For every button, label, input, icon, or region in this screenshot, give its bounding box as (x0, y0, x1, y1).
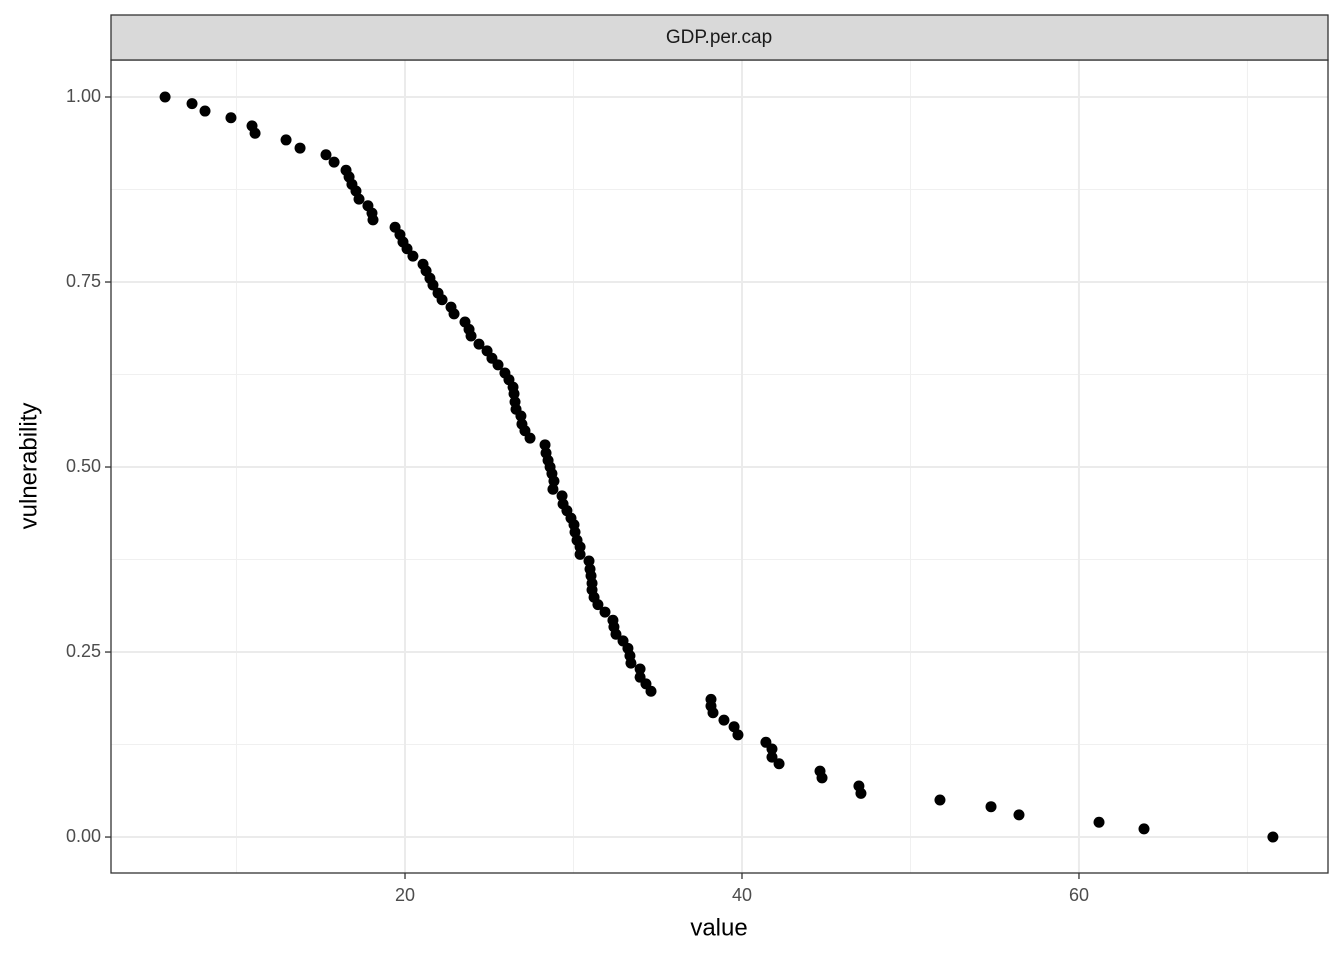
point (280, 134, 292, 146)
point (320, 149, 332, 161)
point (473, 338, 485, 350)
point (816, 772, 828, 784)
point (1267, 831, 1279, 843)
point (985, 801, 997, 813)
point (1138, 823, 1150, 835)
point (508, 388, 520, 400)
point (766, 743, 778, 755)
point (556, 490, 568, 502)
facet-strip (110, 14, 1329, 61)
x-axis-label: value (690, 914, 747, 941)
point (728, 721, 740, 733)
point (492, 359, 504, 371)
point (625, 657, 637, 669)
point (515, 410, 527, 422)
point (465, 330, 477, 342)
point (1093, 816, 1105, 828)
y-axis-label: vulnerability (15, 403, 42, 530)
point (583, 555, 595, 567)
point (548, 475, 560, 487)
y-tick-label: 0.00 (66, 826, 101, 846)
x-tick-label: 60 (1069, 885, 1089, 905)
point (159, 91, 171, 103)
point (855, 787, 867, 799)
y-tick-label: 0.50 (66, 456, 101, 476)
point (225, 112, 237, 124)
point (610, 628, 622, 640)
point (592, 599, 604, 611)
point (547, 483, 559, 495)
y-tick-label: 0.25 (66, 641, 101, 661)
point (448, 308, 460, 320)
point (718, 714, 730, 726)
point (539, 439, 551, 451)
point (766, 751, 778, 763)
points (159, 91, 1279, 843)
point (401, 243, 413, 255)
point (199, 105, 211, 117)
point (1013, 809, 1025, 821)
point (732, 729, 744, 741)
point (328, 156, 340, 168)
x-tick-label: 40 (732, 885, 752, 905)
point (249, 127, 261, 139)
grid (111, 60, 1328, 873)
facet-label: GDP.per.cap (666, 27, 772, 48)
x-tick-label: 20 (395, 885, 415, 905)
y-tick-label: 0.75 (66, 271, 101, 291)
point (707, 707, 719, 719)
point (934, 794, 946, 806)
point (645, 685, 657, 697)
point (524, 432, 536, 444)
y-tick-label: 1.00 (66, 86, 101, 106)
point (353, 193, 365, 205)
point (367, 214, 379, 226)
point (407, 250, 419, 262)
point (574, 548, 586, 560)
point (427, 279, 439, 291)
point (773, 758, 785, 770)
point (634, 663, 646, 675)
point (294, 142, 306, 154)
point (186, 98, 198, 110)
point (599, 606, 611, 618)
point (436, 294, 448, 306)
